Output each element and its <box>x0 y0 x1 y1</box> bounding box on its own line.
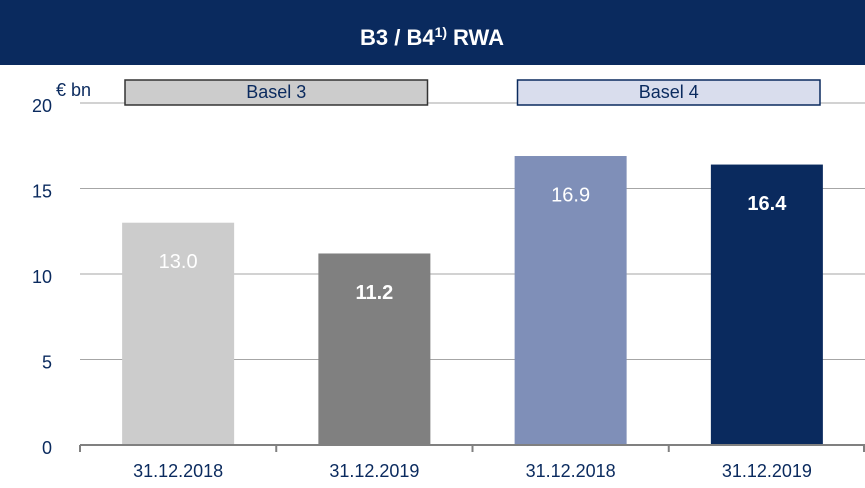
bar <box>710 164 823 445</box>
value-label: 16.9 <box>551 184 590 206</box>
group-box <box>124 79 429 106</box>
title-suffix: RWA <box>453 25 504 50</box>
x-tick-label: 31.12.2018 <box>526 461 616 481</box>
x-tick-label: 31.12.2018 <box>133 461 223 481</box>
title-footnote: 1) <box>435 24 447 40</box>
header-band <box>0 0 865 65</box>
y-tick-label: 10 <box>32 267 52 287</box>
y-tick-label: 5 <box>42 352 52 372</box>
value-label: 11.2 <box>355 282 393 304</box>
y-tick-label: 20 <box>32 96 52 116</box>
bar <box>122 222 235 445</box>
value-label: 16.4 <box>747 193 787 215</box>
group-box <box>516 79 821 106</box>
x-tick-label: 31.12.2019 <box>329 461 419 481</box>
bar <box>318 253 431 445</box>
y-tick-label: 15 <box>32 181 52 201</box>
title-text: B3 / B4 <box>360 25 435 50</box>
chart-title: B3 / B41) RWA <box>360 24 504 50</box>
unit-label: € bn <box>56 80 91 100</box>
bar <box>514 156 627 445</box>
value-label: 13.0 <box>159 251 198 273</box>
group-label: Basel 3 <box>246 82 306 102</box>
x-tick-label: 31.12.2019 <box>722 461 812 481</box>
group-label: Basel 4 <box>639 82 699 102</box>
y-tick-label: 0 <box>42 438 52 458</box>
